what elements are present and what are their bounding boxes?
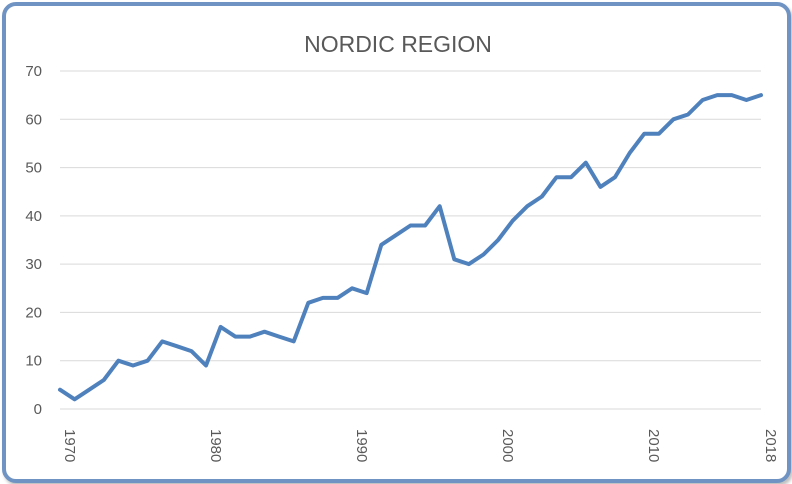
data-point [628,151,632,155]
data-point [598,185,602,189]
data-point [58,388,62,392]
data-point [233,335,237,339]
data-point [248,335,252,339]
x-tick-label: 1990 [353,429,370,462]
x-axis-ticks: 1970 1980 1990 2000 2010 2018 [61,429,779,462]
data-point [131,364,135,368]
y-tick-label: 60 [25,111,42,128]
data-point [204,364,208,368]
data-point [584,161,588,165]
data-point [350,286,354,290]
y-tick-label: 0 [34,401,42,418]
data-point [262,330,266,334]
y-tick-label: 30 [25,256,42,273]
data-point [102,378,106,382]
data-point [730,93,734,97]
data-point [452,257,456,261]
data-point [569,175,573,179]
data-point [540,195,544,199]
data-point [423,224,427,228]
y-tick-label: 70 [25,63,42,80]
data-point [292,339,296,343]
x-tick-label: 2018 [762,429,779,462]
x-tick-label: 2010 [645,429,662,462]
data-point [87,388,91,392]
gridlines [60,70,761,410]
data-point [277,335,281,339]
series-line [58,93,763,402]
y-tick-label: 10 [25,353,42,370]
data-point [467,262,471,266]
data-point [715,93,719,97]
data-point [73,397,77,401]
data-point [394,233,398,237]
data-point [306,301,310,305]
y-tick-label: 40 [25,208,42,225]
data-point [671,117,675,121]
data-point [686,112,690,116]
data-point [321,296,325,300]
data-point [335,296,339,300]
data-point [759,93,763,97]
data-point [116,359,120,363]
data-point [365,291,369,295]
data-point [657,132,661,136]
data-point [482,252,486,256]
data-point [189,349,193,353]
data-point [744,98,748,102]
data-point [438,204,442,208]
data-point [642,132,646,136]
data-point [555,175,559,179]
data-point [146,359,150,363]
data-point [525,204,529,208]
x-tick-label: 1980 [207,429,224,462]
chart-title: NORDIC REGION [304,31,492,57]
y-tick-label: 20 [25,304,42,321]
data-point [219,325,223,329]
data-point [496,238,500,242]
data-point [160,339,164,343]
x-tick-label: 2000 [499,429,516,462]
data-point [409,224,412,228]
data-point [701,98,705,102]
x-tick-label: 1970 [61,429,78,462]
data-point [379,243,383,247]
y-tick-label: 50 [25,160,42,177]
plot-area [58,93,763,402]
y-axis-ticks: 0 10 20 30 40 50 60 70 [25,63,42,418]
data-point [613,175,617,179]
data-point [511,219,515,223]
data-point [175,344,179,348]
